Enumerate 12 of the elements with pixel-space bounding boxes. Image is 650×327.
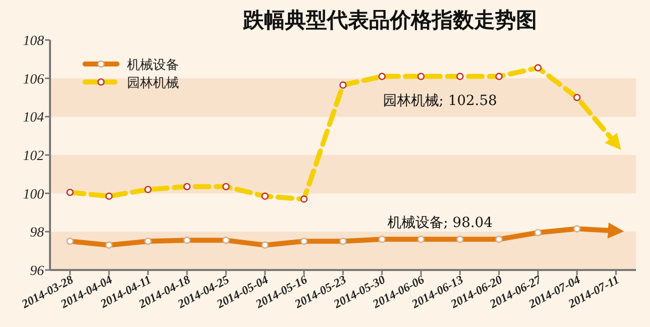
y-tick-label: 108	[23, 34, 44, 49]
y-tick-label: 98	[30, 226, 44, 241]
y-tick-label: 96	[30, 264, 44, 279]
y-tick-label: 106	[23, 72, 44, 88]
annotation: 机械设备; 98.04	[387, 215, 493, 231]
y-tick-label: 102	[23, 149, 44, 164]
y-tick-label: 104	[23, 110, 44, 126]
legend-label: 园林机械	[127, 76, 179, 91]
legend-label: 机械设备	[127, 58, 179, 73]
annotation: 园林机械; 102.58	[382, 93, 498, 109]
y-tick-label: 100	[23, 187, 44, 202]
chart-title: 跌幅典型代表品价格指数走势图	[242, 8, 537, 32]
